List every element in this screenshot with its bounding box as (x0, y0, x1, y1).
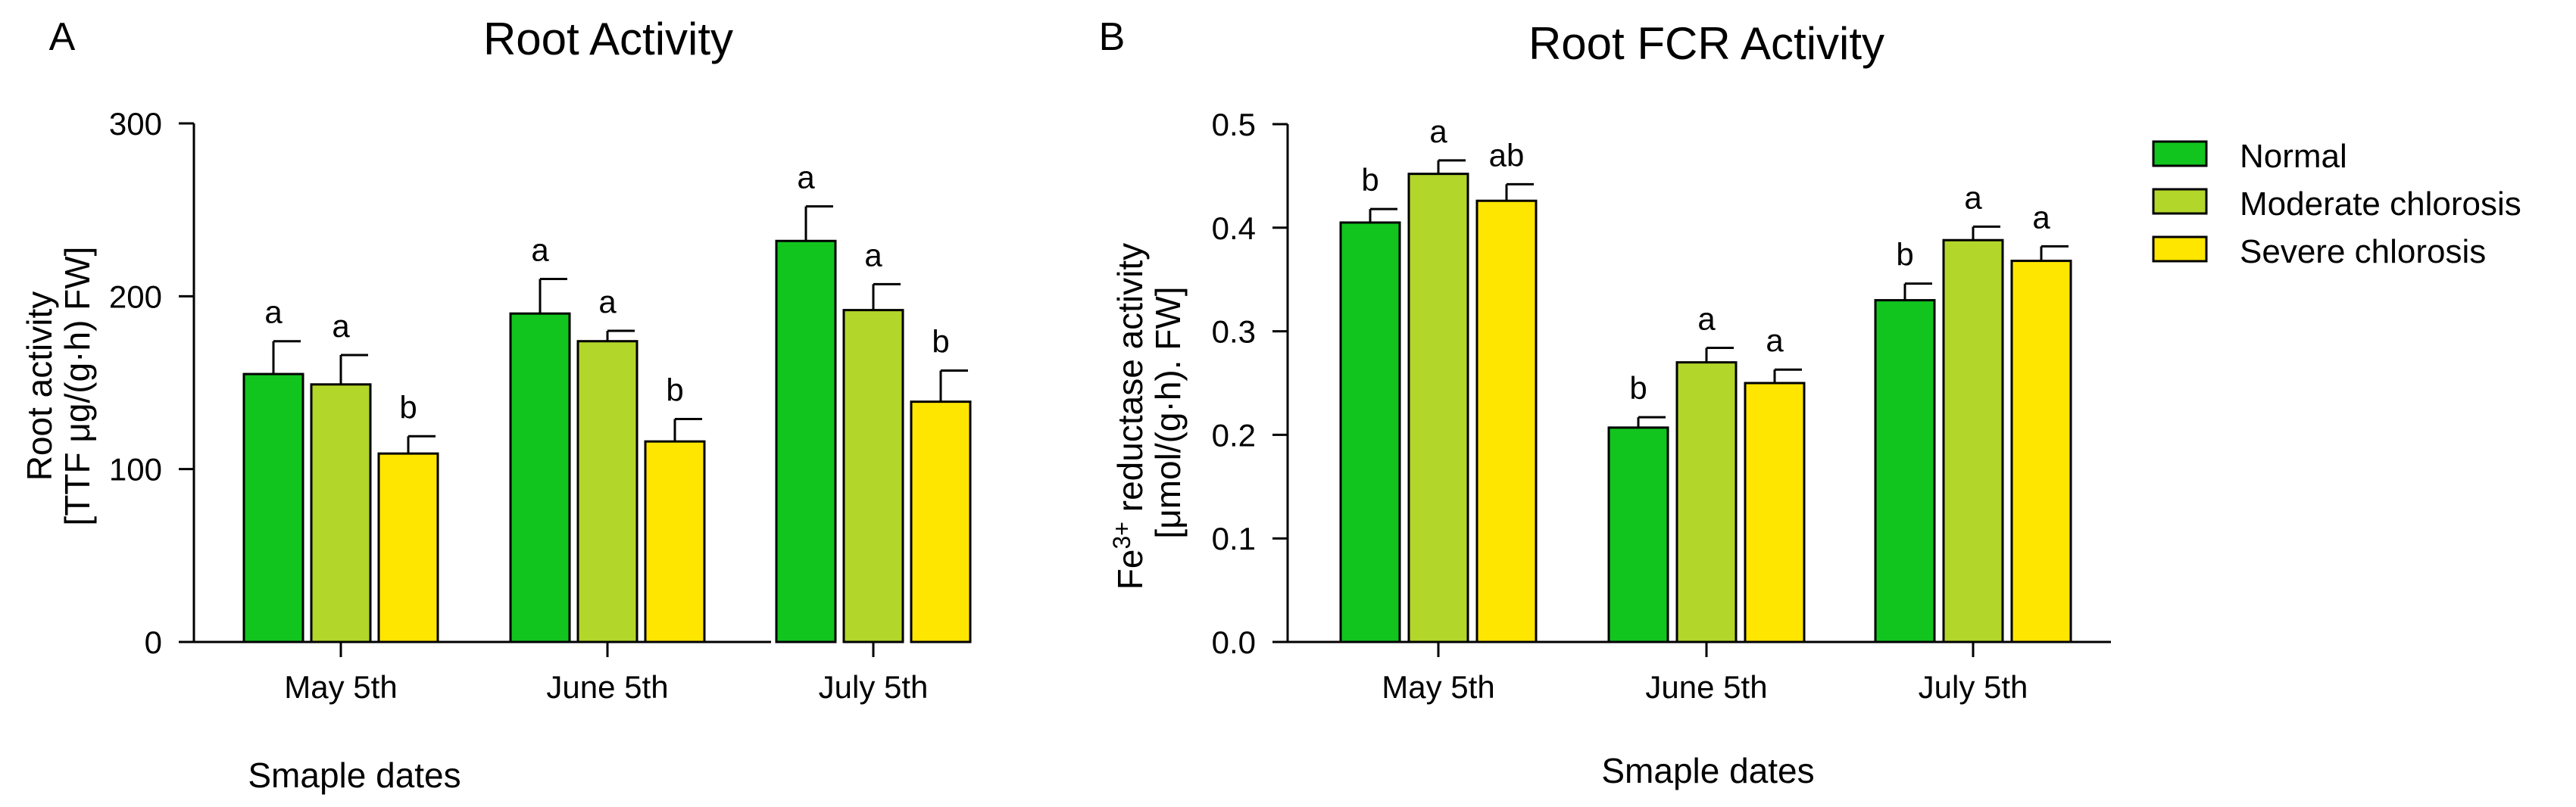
panel-a-x-tick-label: July 5th (819, 669, 929, 705)
panel-b-x-tick-label: June 5th (1645, 669, 1767, 705)
panel-b-y-tick-label: 0.0 (1212, 625, 1256, 660)
panel-a-title: Root Activity (483, 14, 733, 64)
panel-b-significance-letter: a (2032, 199, 2050, 235)
panel-b-bar-severe (2010, 260, 2072, 643)
panel-a-x-tick-label: May 5th (284, 669, 397, 705)
panel-b-bar-moderate (1675, 361, 1738, 643)
panel-a-bar-severe (644, 440, 706, 643)
panel-b-y-tick-label: 0.3 (1212, 314, 1256, 350)
panel-b-y-tick-label: 0.1 (1212, 521, 1256, 556)
panel-b-bar-severe (1744, 382, 1806, 643)
panel-a-significance-letter: b (399, 389, 417, 425)
panel-b-x-tick-label: May 5th (1382, 669, 1494, 705)
panel-b-ylabel-line2: [μmol/(g·h). FW] (1148, 286, 1188, 538)
legend-swatch-moderate (2152, 188, 2208, 215)
panel-a-xlabel: Smaple dates (248, 756, 461, 795)
panel-b-bar-normal (1874, 299, 1936, 643)
panel-b-x-tick-label: July 5th (1919, 669, 2028, 705)
panel-b-significance-letter: a (1429, 114, 1447, 149)
panel-a-significance-letter: a (864, 237, 882, 273)
panel-a-bar-moderate (842, 309, 904, 643)
panel-a-significance-letter: a (264, 294, 283, 330)
panel-b-label: B (1099, 15, 1126, 59)
legend-label-moderate: Moderate chlorosis (2240, 185, 2521, 223)
panel-a-ylabel-line2: [TTF μg/(g·h) FW] (58, 247, 97, 526)
panel-a-significance-letter: a (332, 308, 350, 344)
panel-a-bar-moderate (310, 383, 372, 643)
panel-b-xlabel: Smaple dates (1601, 751, 1814, 790)
panel-b-significance-letter: ab (1489, 137, 1525, 173)
panel-b-bar-severe (1475, 199, 1538, 643)
panel-b-significance-letter: b (1629, 370, 1647, 406)
panel-a-significance-letter: a (598, 284, 617, 319)
panel-b-y-tick-label: 0.5 (1212, 107, 1256, 142)
panel-b-bar-normal (1607, 426, 1669, 643)
panel-a-significance-letter: a (797, 160, 815, 195)
panel-a-ylabel-line1: Root activity (20, 291, 59, 481)
panel-b-y-tick-label: 0.2 (1212, 417, 1256, 453)
panel-a-x-tick-label: June 5th (546, 669, 668, 705)
legend-label-severe: Severe chlorosis (2240, 233, 2486, 270)
panel-a-bar-normal (775, 239, 837, 643)
legend-swatch-severe (2152, 235, 2208, 263)
panel-a-bar-normal (509, 312, 571, 643)
panel-a-label: A (49, 15, 76, 59)
legend-swatch-normal (2152, 140, 2208, 167)
panel-b-bar-moderate (1407, 173, 1469, 643)
panel-a-significance-letter: b (932, 324, 949, 360)
panel-a-significance-letter: b (666, 372, 683, 407)
legend: Normal Moderate chlorosis Severe chloros… (2152, 138, 2521, 270)
panel-b-bar-moderate (1942, 238, 2004, 643)
panel-b-bar-normal (1339, 221, 1401, 643)
panel-b-significance-letter: b (1361, 162, 1379, 198)
panel-b-significance-letter: a (1766, 322, 1784, 358)
panel-b-title: Root FCR Activity (1528, 18, 1884, 69)
panel-a-bar-severe (910, 400, 972, 643)
panel-b-significance-letter: a (1964, 179, 1982, 215)
panel-a-bar-moderate (576, 340, 639, 643)
panel-a-y-tick-label: 100 (109, 452, 162, 488)
panel-b-y-tick-label: 0.4 (1212, 210, 1256, 246)
panel-b-significance-letter: a (1697, 301, 1716, 336)
panel-a-bar-normal (242, 372, 304, 643)
panel-a-y-tick-label: 300 (109, 106, 162, 142)
panel-a-y-tick-label: 0 (145, 625, 162, 660)
panel-a-y-tick-label: 200 (109, 279, 162, 314)
legend-label-normal: Normal (2240, 138, 2347, 175)
panel-b-significance-letter: b (1896, 237, 1913, 273)
panel-a-bar-severe (377, 452, 439, 643)
panel-a-significance-letter: a (531, 232, 549, 268)
panel-b-ylabel-line1: Fe3+ reductase activity (1108, 243, 1150, 590)
panel-a-plot: 0 100 200 300 May 5th a a b June 5th a a b July 5th a… (109, 106, 972, 705)
